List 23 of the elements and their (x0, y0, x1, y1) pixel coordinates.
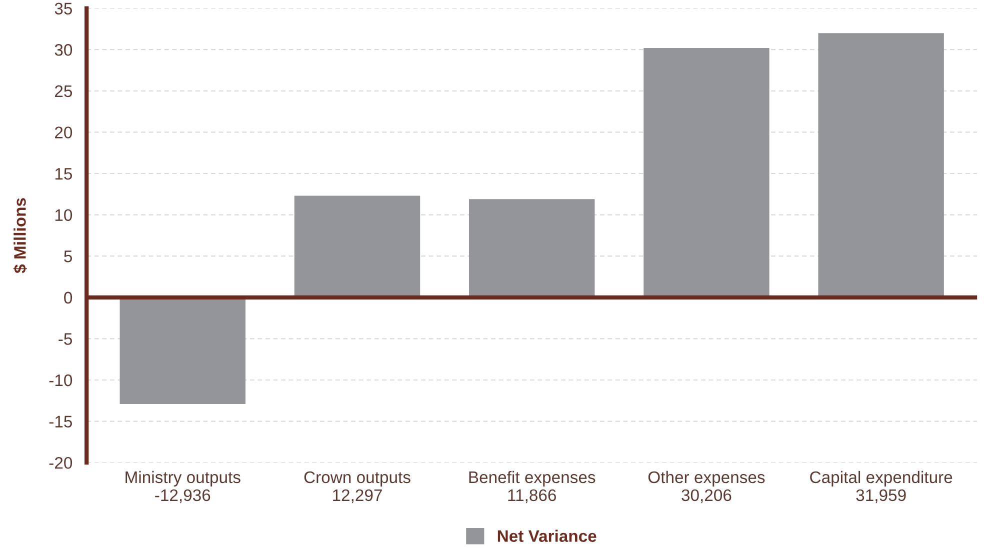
y-tick-label: 25 (55, 85, 72, 98)
legend-label: Net Variance (498, 530, 596, 542)
x-tick-label: Benefit expenses 11,866 (469, 470, 596, 504)
y-axis-title: $ Millions (13, 198, 27, 274)
bar (644, 48, 770, 298)
y-tick-label: 30 (54, 44, 72, 56)
y-tick-label: 15 (55, 168, 72, 180)
y-tick-label: -20 (49, 456, 72, 469)
y-tick-label: 20 (55, 126, 72, 138)
x-tick-label: Capital expenditure 31,959 (810, 470, 952, 504)
y-tick-label: 5 (64, 250, 72, 262)
y-tick-label: 10 (55, 209, 72, 222)
x-tick-label: Crown outputs 12,297 (304, 471, 410, 504)
y-tick-label: -15 (49, 416, 72, 428)
y-tick-label: -10 (49, 374, 72, 386)
x-tick-label: Ministry outputs -12,936 (126, 470, 240, 504)
y-tick-label: -5 (58, 333, 72, 345)
y-tick-label: 35 (54, 2, 72, 15)
bar (818, 33, 944, 298)
x-tick-label: Other expenses 30,206 (648, 470, 765, 504)
y-tick-label: 0 (64, 292, 72, 304)
bar (294, 196, 420, 298)
bar (468, 199, 595, 298)
